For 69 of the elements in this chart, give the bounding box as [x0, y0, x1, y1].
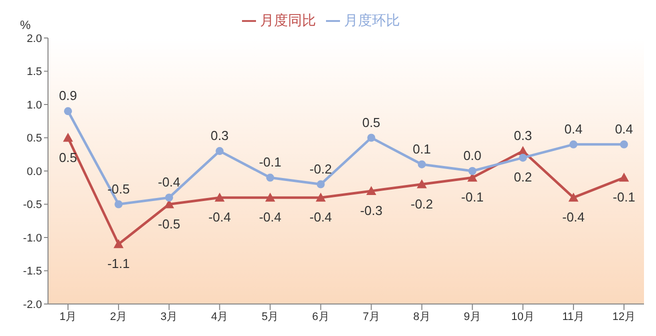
data-label: -1.1 — [107, 256, 130, 272]
point — [468, 167, 476, 175]
x-tick-label: 11月 — [562, 310, 585, 323]
y-axis-title: % — [20, 18, 31, 32]
data-label: -0.1 — [612, 190, 636, 205]
x-tick-label: 2月 — [110, 310, 128, 323]
point — [367, 134, 376, 142]
data-label: -0.4 — [258, 210, 282, 225]
x-tick-label: 9月 — [464, 310, 481, 323]
data-label: -0.5 — [107, 181, 130, 196]
legend-label: 月度同比 — [260, 12, 316, 28]
point — [165, 194, 174, 202]
x-tick-label: 10月 — [511, 310, 535, 323]
x-tick-label: 3月 — [160, 310, 178, 323]
y-tick-label: 1.0 — [26, 99, 42, 112]
y-tick-label: 0.0 — [26, 166, 42, 178]
data-label: -0.4 — [562, 210, 585, 225]
data-label: -0.1 — [258, 154, 282, 170]
data-label: 0.4 — [614, 121, 634, 136]
point — [63, 132, 73, 142]
point — [418, 160, 426, 168]
point — [568, 192, 578, 202]
x-tick-label: 4月 — [211, 310, 228, 323]
legend-label: 月度环比 — [344, 12, 400, 28]
point — [266, 174, 274, 182]
y-tick-label: -0.5 — [23, 199, 42, 212]
data-label: -0.4 — [310, 210, 332, 225]
y-tick-label: -2.0 — [23, 298, 42, 311]
point — [619, 172, 629, 182]
y-tick-label: -1.5 — [23, 266, 42, 278]
point — [64, 107, 72, 116]
data-label: 0.9 — [58, 88, 78, 104]
y-tick-label: 0.5 — [26, 132, 42, 145]
x-tick-label: 1月 — [59, 310, 77, 323]
x-tick-label: 12月 — [612, 310, 636, 323]
x-tick-label: 6月 — [312, 310, 330, 323]
data-label: -0.3 — [360, 202, 382, 218]
data-label: 0.4 — [564, 121, 582, 136]
point — [114, 239, 124, 248]
y-tick-label: 2.0 — [26, 32, 42, 45]
point — [114, 200, 123, 208]
data-label: 0.5 — [58, 150, 78, 165]
data-label: -0.4 — [208, 210, 231, 225]
x-tick-label: 7月 — [362, 310, 380, 323]
data-label: 0.5 — [362, 114, 380, 130]
point — [416, 179, 427, 188]
point — [265, 192, 276, 202]
data-label: 0.2 — [514, 170, 532, 185]
point — [518, 154, 527, 162]
y-tick-label: 1.5 — [26, 66, 42, 78]
data-label: -0.5 — [158, 216, 180, 232]
data-label: -0.2 — [310, 161, 332, 176]
x-tick-label: 5月 — [262, 310, 279, 323]
data-label: 0.0 — [463, 148, 482, 163]
point — [214, 192, 225, 202]
data-label: -0.1 — [461, 190, 484, 205]
point — [366, 186, 376, 195]
data-label: 0.3 — [210, 128, 229, 144]
data-label: -0.4 — [158, 174, 180, 190]
x-tick-label: 8月 — [413, 310, 430, 323]
y-tick-label: -1.0 — [23, 232, 42, 244]
point — [620, 140, 628, 148]
point — [216, 147, 224, 156]
point — [569, 140, 578, 148]
data-label: 0.1 — [412, 141, 431, 156]
point — [316, 180, 325, 188]
data-label: 0.3 — [514, 128, 532, 144]
point — [316, 192, 326, 202]
data-label: -0.2 — [410, 196, 434, 212]
